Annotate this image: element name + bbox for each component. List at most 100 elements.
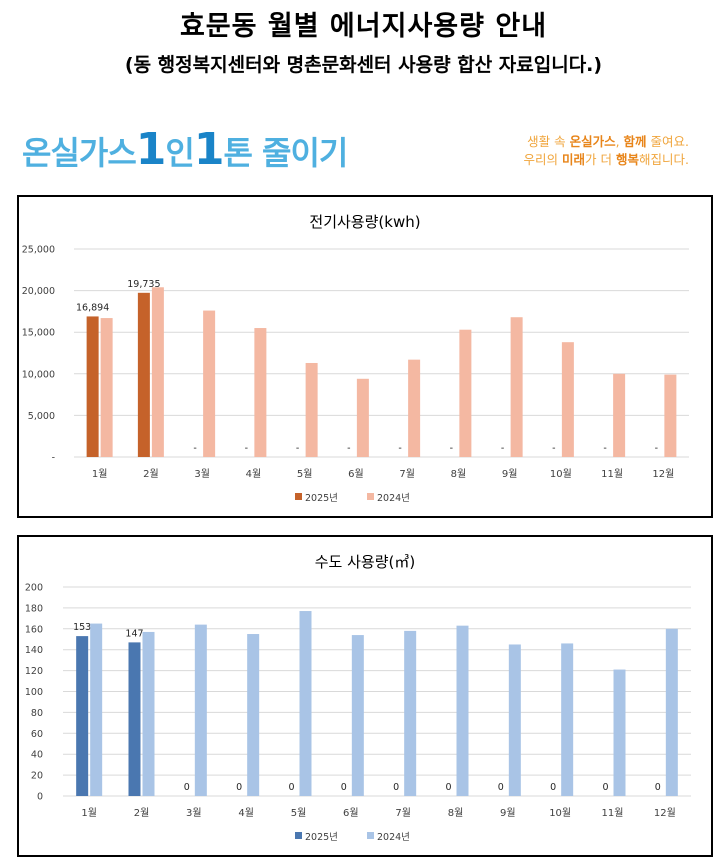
bar-2024년 (456, 625, 469, 796)
bar-2025년 (86, 316, 99, 457)
bar-2024년 (194, 624, 207, 796)
legend-swatch (295, 493, 302, 500)
y-tick-label: 140 (25, 645, 43, 656)
electricity-chart: 전기사용량(kwh) - 5,000 10,000 15,000 20,000 25,000… (22, 213, 689, 504)
x-tick-label: 7월 (395, 807, 411, 819)
legend-swatch (367, 493, 374, 500)
bar-2024년 (151, 287, 164, 457)
bar-2024년 (459, 329, 472, 457)
legend-swatch (295, 832, 302, 839)
x-tick-label: 2월 (143, 468, 159, 480)
x-tick-label: 4월 (246, 468, 262, 480)
legend-label: 2025년 (305, 832, 338, 843)
data-label: - (655, 443, 658, 454)
bar-2024년 (664, 374, 677, 457)
bar-2024년 (247, 634, 260, 796)
bar-2024년 (510, 317, 523, 457)
y-tick-label: 10,000 (22, 369, 55, 380)
logo-number-1: 1 (135, 124, 167, 175)
data-label: 0 (236, 782, 242, 793)
x-tick-label: 10월 (550, 468, 572, 480)
slogan-text: 우리의 (523, 152, 563, 167)
water-chart: 수도 사용량(㎥) 0 20 40 60 80 100 120 140 160 180 200 1월 15… (25, 553, 691, 843)
y-tick-label: 100 (25, 687, 43, 698)
y-tick-label: 15,000 (22, 328, 55, 339)
slogan-line-1: 생활 속 온실가스, 함께 줄여요. (524, 133, 689, 151)
y-tick-label: 120 (25, 666, 43, 677)
bar-2024년 (561, 342, 574, 457)
data-label: 0 (184, 782, 190, 793)
bar-2025년 (137, 292, 150, 457)
data-label: 0 (445, 782, 451, 793)
page-subtitle: (동 행정복지센터와 명촌문화센터 사용량 합산 자료입니다.) (124, 54, 603, 76)
bar-2024년 (254, 328, 267, 457)
data-label: 0 (288, 782, 294, 793)
y-tick-label: 0 (37, 792, 43, 803)
bar-2024년 (665, 628, 678, 796)
x-tick-label: 8월 (451, 468, 467, 480)
campaign-slogan: 생활 속 온실가스, 함께 줄여요. 우리의 미래가 더 행복해집니다. (524, 133, 689, 169)
x-tick-label: 6월 (348, 468, 364, 480)
y-tick-label: 160 (25, 624, 43, 635)
y-tick-label: - (52, 453, 55, 464)
x-tick-label: 5월 (291, 807, 307, 819)
slogan-emphasis: 미래 (562, 152, 586, 167)
x-tick-label: 6월 (343, 807, 359, 819)
bar-2024년 (508, 644, 521, 796)
data-label: - (245, 443, 248, 454)
y-tick-label: 180 (25, 603, 43, 614)
bar-2024년 (561, 643, 574, 796)
slogan-emphasis: 온실가스 (569, 134, 616, 149)
chart-title: 수도 사용량(㎥) (315, 553, 415, 571)
x-tick-label: 1월 (92, 468, 108, 480)
data-label: 0 (498, 782, 504, 793)
bar-2024년 (351, 635, 364, 796)
bar-2024년 (356, 378, 369, 457)
data-label: 0 (393, 782, 399, 793)
bar-2024년 (299, 611, 312, 796)
data-label: - (450, 443, 453, 454)
water-chart-panel: 수도 사용량(㎥) 0 20 40 60 80 100 120 140 160 180 200 1월 15… (17, 535, 713, 857)
x-tick-label: 8월 (448, 807, 464, 819)
y-tick-label: 5,000 (28, 411, 55, 422)
slogan-line-2: 우리의 미래가 더 행복해집니다. (524, 151, 689, 169)
data-label: 0 (550, 782, 556, 793)
electricity-chart-panel: 전기사용량(kwh) - 5,000 10,000 15,000 20,000 25,000… (17, 195, 713, 518)
logo-number-2: 1 (193, 124, 225, 175)
y-tick-label: 200 (25, 583, 43, 594)
legend-label: 2025년 (305, 493, 338, 504)
bar-2024년 (305, 362, 318, 457)
x-tick-label: 12월 (654, 807, 676, 819)
bar-2024년 (404, 630, 417, 796)
bar-2024년 (142, 631, 155, 796)
slogan-text: 가 더 (585, 152, 616, 167)
x-tick-label: 9월 (502, 468, 518, 480)
bar-2025년 (128, 642, 141, 796)
slogan-text: 해집니다. (639, 152, 689, 167)
y-tick-label: 80 (31, 708, 43, 719)
bar-2024년 (613, 373, 626, 457)
data-label: 0 (655, 782, 661, 793)
x-tick-label: 3월 (194, 468, 210, 480)
data-label: 0 (602, 782, 608, 793)
x-tick-label: 1월 (81, 807, 97, 819)
slogan-text: 생활 속 (527, 134, 570, 149)
x-tick-label: 11월 (601, 468, 623, 480)
slogan-text: , (615, 134, 624, 149)
x-tick-label: 7월 (399, 468, 415, 480)
data-label: - (501, 443, 504, 454)
y-tick-label: 20 (31, 771, 43, 782)
x-tick-label: 9월 (500, 807, 516, 819)
slogan-emphasis: 행복 (616, 152, 640, 167)
y-tick-label: 25,000 (22, 245, 55, 256)
legend-label: 2024년 (377, 493, 410, 504)
campaign-logo: 온실가스1인1톤 줄이기 (22, 124, 348, 175)
data-label: 19,735 (127, 279, 160, 290)
y-tick-label: 40 (31, 750, 43, 761)
legend-swatch (367, 832, 374, 839)
x-tick-label: 2월 (134, 807, 150, 819)
y-tick-label: 20,000 (22, 286, 55, 297)
bar-2024년 (613, 669, 626, 796)
legend-label: 2024년 (377, 832, 410, 843)
data-label: 16,894 (76, 302, 109, 313)
